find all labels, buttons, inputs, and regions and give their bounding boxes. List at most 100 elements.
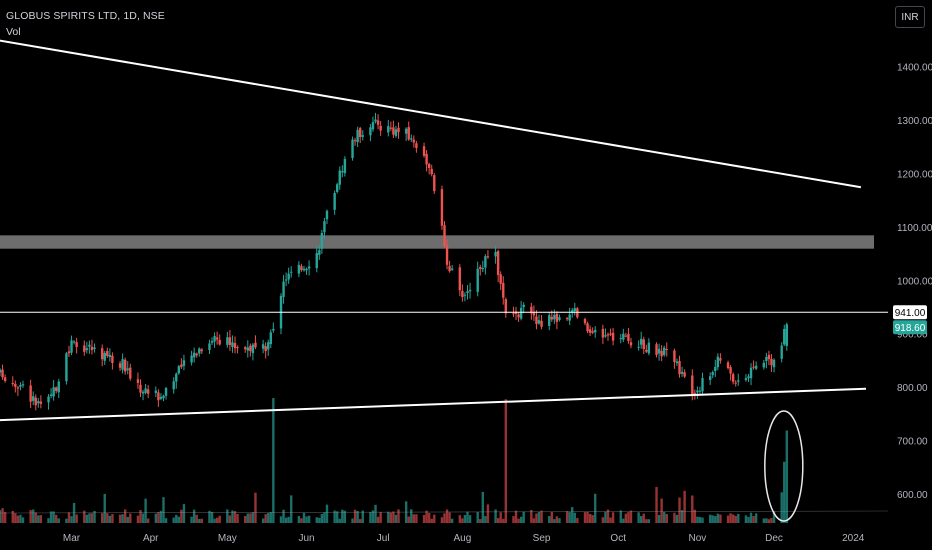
candle-body xyxy=(737,380,740,382)
x-tick-label: May xyxy=(218,533,237,544)
candle-body xyxy=(701,378,704,392)
volume-bar xyxy=(88,513,91,523)
candle-body xyxy=(555,313,559,322)
candle-body xyxy=(535,316,538,324)
volume-bar xyxy=(336,511,339,523)
candle-body xyxy=(55,387,58,391)
candle-body xyxy=(358,128,362,138)
volume-bar xyxy=(226,509,229,523)
candle-body xyxy=(47,396,50,403)
candle-body xyxy=(548,315,551,326)
volume-bar xyxy=(624,513,628,523)
candle-body xyxy=(504,299,508,314)
candle-body xyxy=(210,341,214,343)
volume-bar xyxy=(210,511,214,523)
ascending-trendline xyxy=(0,387,867,422)
volume-bar xyxy=(136,515,140,523)
volume-bar xyxy=(208,510,211,523)
candle-body xyxy=(336,184,339,192)
volume-bar xyxy=(159,510,163,523)
candle-body xyxy=(302,268,306,271)
volume-bar xyxy=(734,515,737,523)
volume-bar xyxy=(573,512,576,523)
candle-body xyxy=(415,143,418,149)
volume-bar xyxy=(611,512,615,523)
volume-bar xyxy=(537,512,541,523)
candle-body xyxy=(374,119,377,122)
volume-bar xyxy=(325,504,329,523)
volume-bar xyxy=(195,514,198,523)
volume-bar xyxy=(111,514,114,523)
candle-body xyxy=(182,360,186,366)
volume-bar xyxy=(701,517,704,523)
volume-bar xyxy=(394,514,398,523)
candle-body xyxy=(90,346,94,350)
candle-body xyxy=(175,373,178,382)
candle-body xyxy=(19,385,22,387)
candle-body xyxy=(762,362,766,368)
candle-body xyxy=(264,346,267,352)
volume-bar xyxy=(90,513,94,523)
price-axis[interactable]: 1400.00 1300.00 1200.00 1100.00 1000.00 900.0… xyxy=(897,63,932,502)
volume-bar xyxy=(353,509,357,523)
candle-body xyxy=(430,168,433,175)
candle-body xyxy=(267,342,270,350)
volume-bar xyxy=(683,490,686,523)
candle-body xyxy=(323,221,326,233)
volume-bar xyxy=(144,498,147,523)
volume-bar xyxy=(448,512,451,523)
candle-body xyxy=(588,329,592,333)
chart-title: GLOBUS SPIRITS LTD, 1D, NSE xyxy=(6,10,165,22)
volume-bar xyxy=(637,512,640,523)
volume-bar xyxy=(696,516,699,523)
volume-bar xyxy=(711,515,714,523)
candle-body xyxy=(200,349,204,352)
volume-bar xyxy=(731,514,735,523)
candle-body xyxy=(731,374,735,382)
y-tick-label: 1300.00 xyxy=(897,116,932,127)
drawn-lines[interactable] xyxy=(0,38,888,522)
candle-body xyxy=(180,364,183,368)
candle-body xyxy=(70,340,73,353)
last-price-tag xyxy=(893,320,927,335)
candle-body xyxy=(361,135,364,137)
volume-bar xyxy=(249,513,252,523)
volume-bar xyxy=(118,514,122,523)
candle-body xyxy=(249,345,252,352)
candle-body xyxy=(783,328,786,345)
volume-bar xyxy=(182,504,186,523)
candle-body xyxy=(772,359,776,368)
candle-body xyxy=(83,345,86,352)
volume-bar xyxy=(522,511,525,523)
candle-body xyxy=(244,347,247,350)
candle-body xyxy=(215,337,219,340)
volume-bar xyxy=(752,515,755,523)
volume-bar xyxy=(466,511,469,523)
candle-body xyxy=(246,347,249,351)
y-tick-label: 700.00 xyxy=(897,437,928,448)
candle-body xyxy=(754,365,758,369)
candle-body xyxy=(376,120,380,125)
resistance-zone xyxy=(0,235,874,249)
candle-body xyxy=(136,379,140,383)
candle-body xyxy=(353,140,357,142)
candle-body xyxy=(550,316,553,320)
volume-bar xyxy=(558,518,561,523)
volume-bar xyxy=(29,510,32,523)
volume-indicator-label[interactable]: Vol xyxy=(6,26,21,38)
candle-body xyxy=(450,268,454,270)
candle-body xyxy=(747,376,750,379)
candle-body xyxy=(282,281,285,297)
currency-button[interactable]: INR xyxy=(895,6,925,28)
volume-bar xyxy=(175,514,178,523)
candle-body xyxy=(251,344,255,354)
candle-body xyxy=(407,127,410,140)
volume-bar xyxy=(261,518,265,523)
candle-body xyxy=(466,291,469,294)
candle-body xyxy=(108,354,112,358)
candle-body xyxy=(126,368,129,371)
candle-body xyxy=(642,339,645,350)
time-axis[interactable]: Mar Apr May Jun Jul Aug Sep Oct Nov Dec 2024 xyxy=(63,533,865,544)
